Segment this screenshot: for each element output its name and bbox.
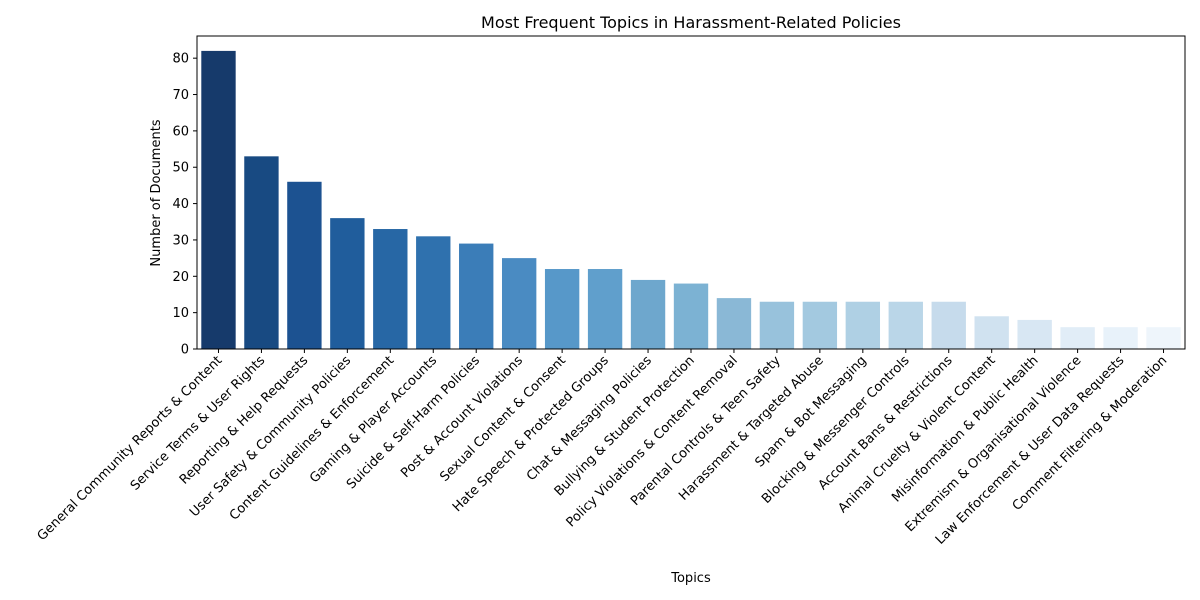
bar (1017, 319, 1052, 349)
bar (802, 301, 838, 349)
x-tick-label: User Safety & Community Policies (187, 353, 354, 520)
y-tick-label: 0 (181, 343, 189, 358)
y-tick-label: 10 (172, 306, 189, 321)
y-tick-label: 50 (172, 161, 189, 176)
x-axis-label: Topics (670, 571, 711, 586)
bar (1146, 327, 1181, 349)
plot-frame (196, 35, 1186, 350)
x-tick-label: Hate Speech & Protected Groups (450, 353, 612, 515)
y-tick-label: 30 (172, 233, 189, 248)
chart-title: Most Frequent Topics in Harassment-Relat… (481, 13, 901, 32)
bar (974, 316, 1009, 349)
x-tick-label: Animal Cruelty & Violent Content (836, 353, 999, 516)
y-tick-label: 80 (172, 52, 189, 67)
y-tick-label: 20 (172, 270, 189, 285)
bar (1103, 327, 1138, 349)
bar (845, 301, 881, 349)
y-tick-label: 40 (172, 197, 189, 212)
bar (888, 301, 923, 349)
bar (1060, 327, 1095, 349)
bar (373, 229, 408, 349)
bar (287, 181, 322, 349)
bar (330, 218, 365, 349)
bar (630, 279, 666, 349)
bar (459, 243, 494, 349)
bar (244, 156, 279, 349)
bar (416, 236, 451, 349)
bar (716, 298, 752, 349)
bar (501, 258, 537, 349)
y-tick-label: 70 (172, 88, 189, 103)
y-tick-label: 60 (172, 124, 189, 139)
y-axis-label: Number of Documents (149, 119, 164, 266)
bar (759, 301, 795, 349)
bar (931, 301, 966, 349)
bar (587, 269, 623, 349)
x-tick-label: Comment Filtering & Moderation (1010, 353, 1171, 514)
bar (673, 283, 709, 349)
y-axis: 0 10 20 30 40 50 60 70 80 (172, 52, 197, 358)
bar (201, 50, 236, 350)
bars-group (201, 50, 1181, 350)
x-axis: General Community Reports & ContentServi… (35, 349, 1171, 548)
bar (544, 269, 580, 349)
